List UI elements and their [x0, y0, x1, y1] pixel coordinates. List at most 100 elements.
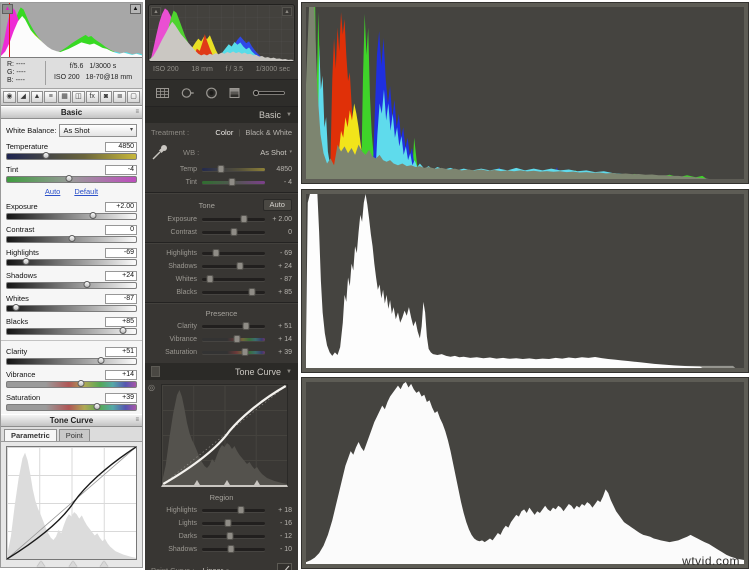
slider-knob[interactable] — [22, 258, 30, 265]
curve-handle[interactable] — [224, 480, 230, 485]
contrast-value[interactable]: 0 — [288, 229, 292, 236]
tint-value[interactable]: - 4 — [283, 179, 292, 186]
saturation-value[interactable]: + 39 — [278, 349, 292, 356]
shadows-value[interactable]: + 24 — [278, 263, 292, 270]
saturation-value[interactable]: +39 — [105, 392, 137, 403]
panel-solo-icon[interactable] — [151, 366, 160, 377]
slider-knob[interactable] — [65, 175, 73, 182]
lr-histogram[interactable]: ▲ ▲ — [148, 4, 295, 62]
white-balance-eyedropper-icon[interactable] — [151, 143, 169, 161]
blacks-value[interactable]: + 85 — [278, 289, 292, 296]
slider-knob[interactable] — [237, 506, 245, 514]
adjustment-brush-icon[interactable] — [252, 87, 286, 99]
treatment-color[interactable]: Color — [215, 128, 234, 137]
slider-knob[interactable] — [240, 215, 248, 223]
slider-knob[interactable] — [83, 281, 91, 288]
tab-point[interactable]: Point — [58, 429, 90, 441]
temp-value[interactable]: 4850 — [276, 166, 292, 173]
shadow-clipping-toggle[interactable]: ▲ — [2, 4, 13, 14]
slider-knob[interactable] — [97, 357, 105, 364]
clarity-value[interactable]: + 51 — [278, 323, 292, 330]
spot-removal-icon[interactable] — [180, 87, 195, 99]
contrast-value[interactable]: 0 — [105, 224, 137, 235]
slider-knob[interactable] — [89, 212, 97, 219]
slider-knob[interactable] — [227, 545, 235, 553]
effects-tab-icon[interactable]: fx — [85, 91, 99, 103]
slider-knob[interactable] — [236, 262, 244, 270]
whites-value[interactable]: - 87 — [279, 276, 292, 283]
camera-calibration-tab-icon[interactable]: ◙ — [99, 91, 113, 103]
tone-curve-graph[interactable]: ◎ — [148, 383, 288, 487]
slider-knob[interactable] — [12, 304, 20, 311]
vibrance-value[interactable]: + 14 — [278, 336, 292, 343]
region-highlights-value[interactable]: + 18 — [278, 507, 292, 514]
exposure-value[interactable]: + 2.00 — [272, 216, 292, 223]
highlights-value[interactable]: -69 — [105, 247, 137, 258]
curve-handle[interactable] — [68, 561, 77, 567]
blacks-value[interactable]: +85 — [105, 316, 137, 327]
tonal-histogram-plot — [306, 382, 744, 564]
red-eye-icon[interactable] — [205, 87, 218, 99]
slider-knob[interactable] — [42, 152, 50, 159]
basic-tab-icon[interactable]: ◉ — [3, 91, 16, 103]
hsl-tab-icon[interactable]: ≡ — [44, 91, 58, 103]
presets-tab-icon[interactable]: ≣ — [113, 91, 127, 103]
white-balance-dropdown[interactable]: As Shot ▾ — [59, 124, 137, 137]
slider-knob[interactable] — [77, 380, 85, 387]
slider-knob[interactable] — [230, 228, 237, 236]
slider-knob[interactable] — [248, 288, 256, 296]
lens-corrections-tab-icon[interactable]: ◫ — [71, 91, 85, 103]
clarity-value[interactable]: +51 — [105, 346, 137, 357]
curve-handle[interactable] — [37, 561, 46, 567]
auto-link[interactable]: Auto — [44, 187, 61, 196]
tint-value[interactable]: -4 — [105, 164, 137, 175]
graduated-filter-icon[interactable] — [228, 87, 242, 99]
wb-dropdown[interactable]: As Shot — [260, 147, 287, 157]
region-shadows-value[interactable]: - 10 — [279, 546, 292, 553]
region-lights-value[interactable]: - 16 — [279, 520, 292, 527]
slider-knob[interactable] — [228, 178, 236, 186]
region-darks-value[interactable]: - 12 — [279, 533, 292, 540]
slider-knob[interactable] — [93, 403, 101, 410]
acr-histogram[interactable]: ▲ ▲ — [1, 3, 142, 58]
point-curve-dropdown[interactable]: Linear — [202, 566, 223, 570]
curve-handle[interactable] — [100, 561, 109, 567]
edit-point-curve-icon[interactable] — [277, 563, 292, 570]
auto-button[interactable]: Auto — [262, 199, 292, 211]
slider-knob[interactable] — [212, 249, 220, 257]
tab-parametric[interactable]: Parametric — [4, 429, 57, 441]
parametric-curve-graph[interactable] — [6, 446, 137, 560]
slider-knob[interactable] — [68, 235, 75, 242]
whites-value[interactable]: -87 — [105, 293, 137, 304]
slider-knob[interactable] — [241, 348, 249, 356]
slider-knob[interactable] — [224, 519, 232, 527]
panel-menu-icon[interactable]: ≡ — [135, 109, 139, 115]
default-link[interactable]: Default — [74, 187, 99, 196]
temperature-value[interactable]: 4850 — [105, 141, 137, 152]
slider-knob[interactable] — [217, 165, 225, 173]
highlight-clipping-toggle[interactable]: ▲ — [282, 7, 292, 16]
tone-curve-panel-header[interactable]: Tone Curve ▼ — [145, 363, 298, 380]
exposure-value[interactable]: +2.00 — [105, 201, 137, 212]
panel-menu-icon[interactable]: ≡ — [135, 417, 139, 423]
treatment-black-white[interactable]: Black & White — [245, 128, 292, 137]
targeted-adjustment-icon[interactable]: ◎ — [148, 383, 155, 392]
tone-curve-tab-icon[interactable]: ◢ — [16, 91, 30, 103]
vibrance-value[interactable]: +14 — [105, 369, 137, 380]
split-toning-tab-icon[interactable]: ▦ — [58, 91, 71, 103]
highlights-value[interactable]: - 69 — [279, 250, 292, 257]
curve-handle[interactable] — [194, 480, 200, 485]
highlight-clipping-toggle[interactable]: ▲ — [130, 4, 141, 14]
shadow-clipping-toggle[interactable]: ▲ — [151, 7, 161, 16]
curve-handle[interactable] — [254, 480, 260, 485]
detail-tab-icon[interactable]: ▲ — [30, 91, 44, 103]
slider-knob[interactable] — [226, 532, 234, 540]
slider-knob[interactable] — [119, 327, 127, 334]
crop-overlay-icon[interactable] — [155, 87, 170, 99]
slider-knob[interactable] — [242, 322, 250, 330]
snapshots-tab-icon[interactable]: ▢ — [127, 91, 140, 103]
shadows-value[interactable]: +24 — [105, 270, 137, 281]
slider-knob[interactable] — [233, 335, 241, 343]
basic-panel-header[interactable]: Basic ▼ — [145, 107, 298, 123]
slider-knob[interactable] — [206, 275, 214, 283]
